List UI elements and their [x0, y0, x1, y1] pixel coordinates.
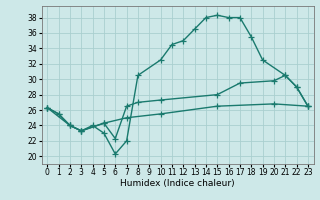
X-axis label: Humidex (Indice chaleur): Humidex (Indice chaleur): [120, 179, 235, 188]
